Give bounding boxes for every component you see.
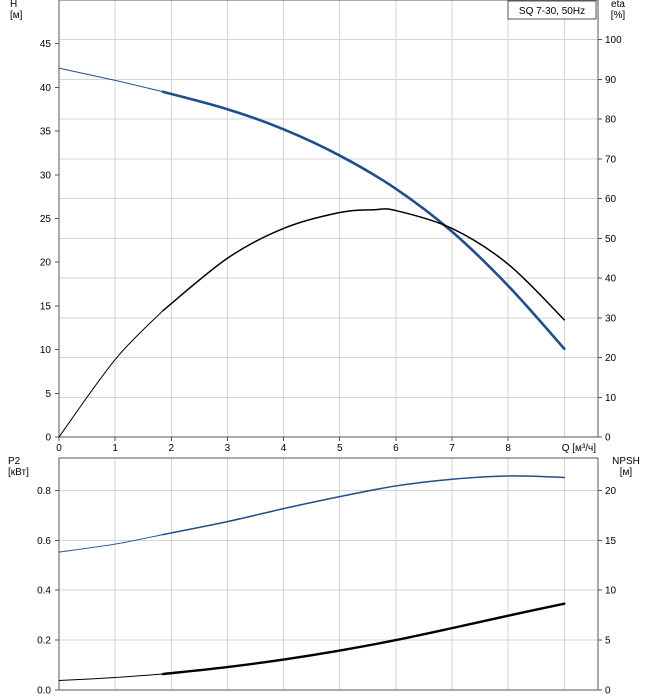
y-axis-label-right: NPSH <box>612 456 640 467</box>
tick-label-left: 0.0 <box>37 686 51 697</box>
tick-label-left: 15 <box>40 301 52 312</box>
tick-label-x: 0 <box>56 443 62 454</box>
tick-label-right: 100 <box>605 35 622 46</box>
y-axis-label-left: P2 <box>8 456 21 467</box>
tick-label-right: 10 <box>605 393 617 404</box>
tick-label-left: 5 <box>45 389 51 400</box>
series-1-line <box>162 475 566 536</box>
tick-label-right: 90 <box>605 75 617 86</box>
tick-label-x: 5 <box>337 443 343 454</box>
tick-label-left: 30 <box>40 170 52 181</box>
series-2-line <box>162 208 566 321</box>
tick-label-x: 8 <box>505 443 511 454</box>
x-axis-label: Q [м³/ч] <box>562 443 597 454</box>
tick-label-left: 20 <box>40 258 52 269</box>
y-axis-label-right: eta <box>611 0 625 10</box>
tick-label-x: 2 <box>169 443 175 454</box>
tick-label-right: 50 <box>605 234 617 245</box>
tick-label-right: 40 <box>605 274 617 285</box>
tick-label-right: 20 <box>605 486 617 497</box>
tick-label-right: 5 <box>605 636 611 647</box>
plot-frame <box>58 0 599 438</box>
tick-label-left: 45 <box>40 39 52 50</box>
tick-label-right: 0 <box>605 433 611 444</box>
tick-label-x: 6 <box>393 443 399 454</box>
tick-label-x: 3 <box>225 443 231 454</box>
tick-label-x: 7 <box>449 443 455 454</box>
tick-label-right: 20 <box>605 353 617 364</box>
chart-panel-1: 0510152025303540450102030405060708090100… <box>10 0 625 454</box>
series-1-line-extension <box>58 67 164 93</box>
y-axis-label-right: [%] <box>611 10 626 21</box>
legend: SQ 7-30, 50Hz <box>507 0 597 20</box>
legend-label: SQ 7-30, 50Hz <box>519 6 585 17</box>
tick-label-left: 35 <box>40 127 52 138</box>
tick-label-right: 80 <box>605 115 617 126</box>
tick-label-left: 0.2 <box>37 636 51 647</box>
tick-label-right: 70 <box>605 154 617 165</box>
y-axis-label-left: [м] <box>10 10 23 21</box>
y-axis-label-right: [м] <box>620 467 633 478</box>
tick-label-left: 40 <box>40 83 52 94</box>
series-2-line-extension <box>58 673 164 682</box>
y-axis-label-left: H <box>10 0 17 10</box>
tick-label-right: 60 <box>605 194 617 205</box>
plot-frame <box>58 457 599 691</box>
series-1-line-extension <box>58 534 164 553</box>
series-1-line <box>161 90 566 351</box>
legend-box <box>507 0 597 20</box>
tick-label-right: 30 <box>605 313 617 324</box>
tick-label-left: 0 <box>45 433 51 444</box>
tick-label-x: 4 <box>281 443 287 454</box>
tick-label-left: 0.8 <box>37 486 51 497</box>
series-2-line-extension <box>58 310 164 438</box>
series-2-line <box>161 602 566 676</box>
tick-label-left: 25 <box>40 214 52 225</box>
tick-label-right: 10 <box>605 586 617 597</box>
tick-label-x: 1 <box>112 443 118 454</box>
tick-label-left: 0.6 <box>37 536 51 547</box>
tick-label-right: 0 <box>605 686 611 697</box>
tick-label-left: 10 <box>40 345 52 356</box>
tick-label-right: 15 <box>605 536 617 547</box>
tick-label-left: 0.4 <box>37 586 51 597</box>
y-axis-label-left: [кВт] <box>8 467 29 478</box>
chart-panel-2: 0.0 0.2 0.4 0.6 0.8 0 5 10 15 20 P2[кВт] NPSH[м] <box>8 456 640 697</box>
